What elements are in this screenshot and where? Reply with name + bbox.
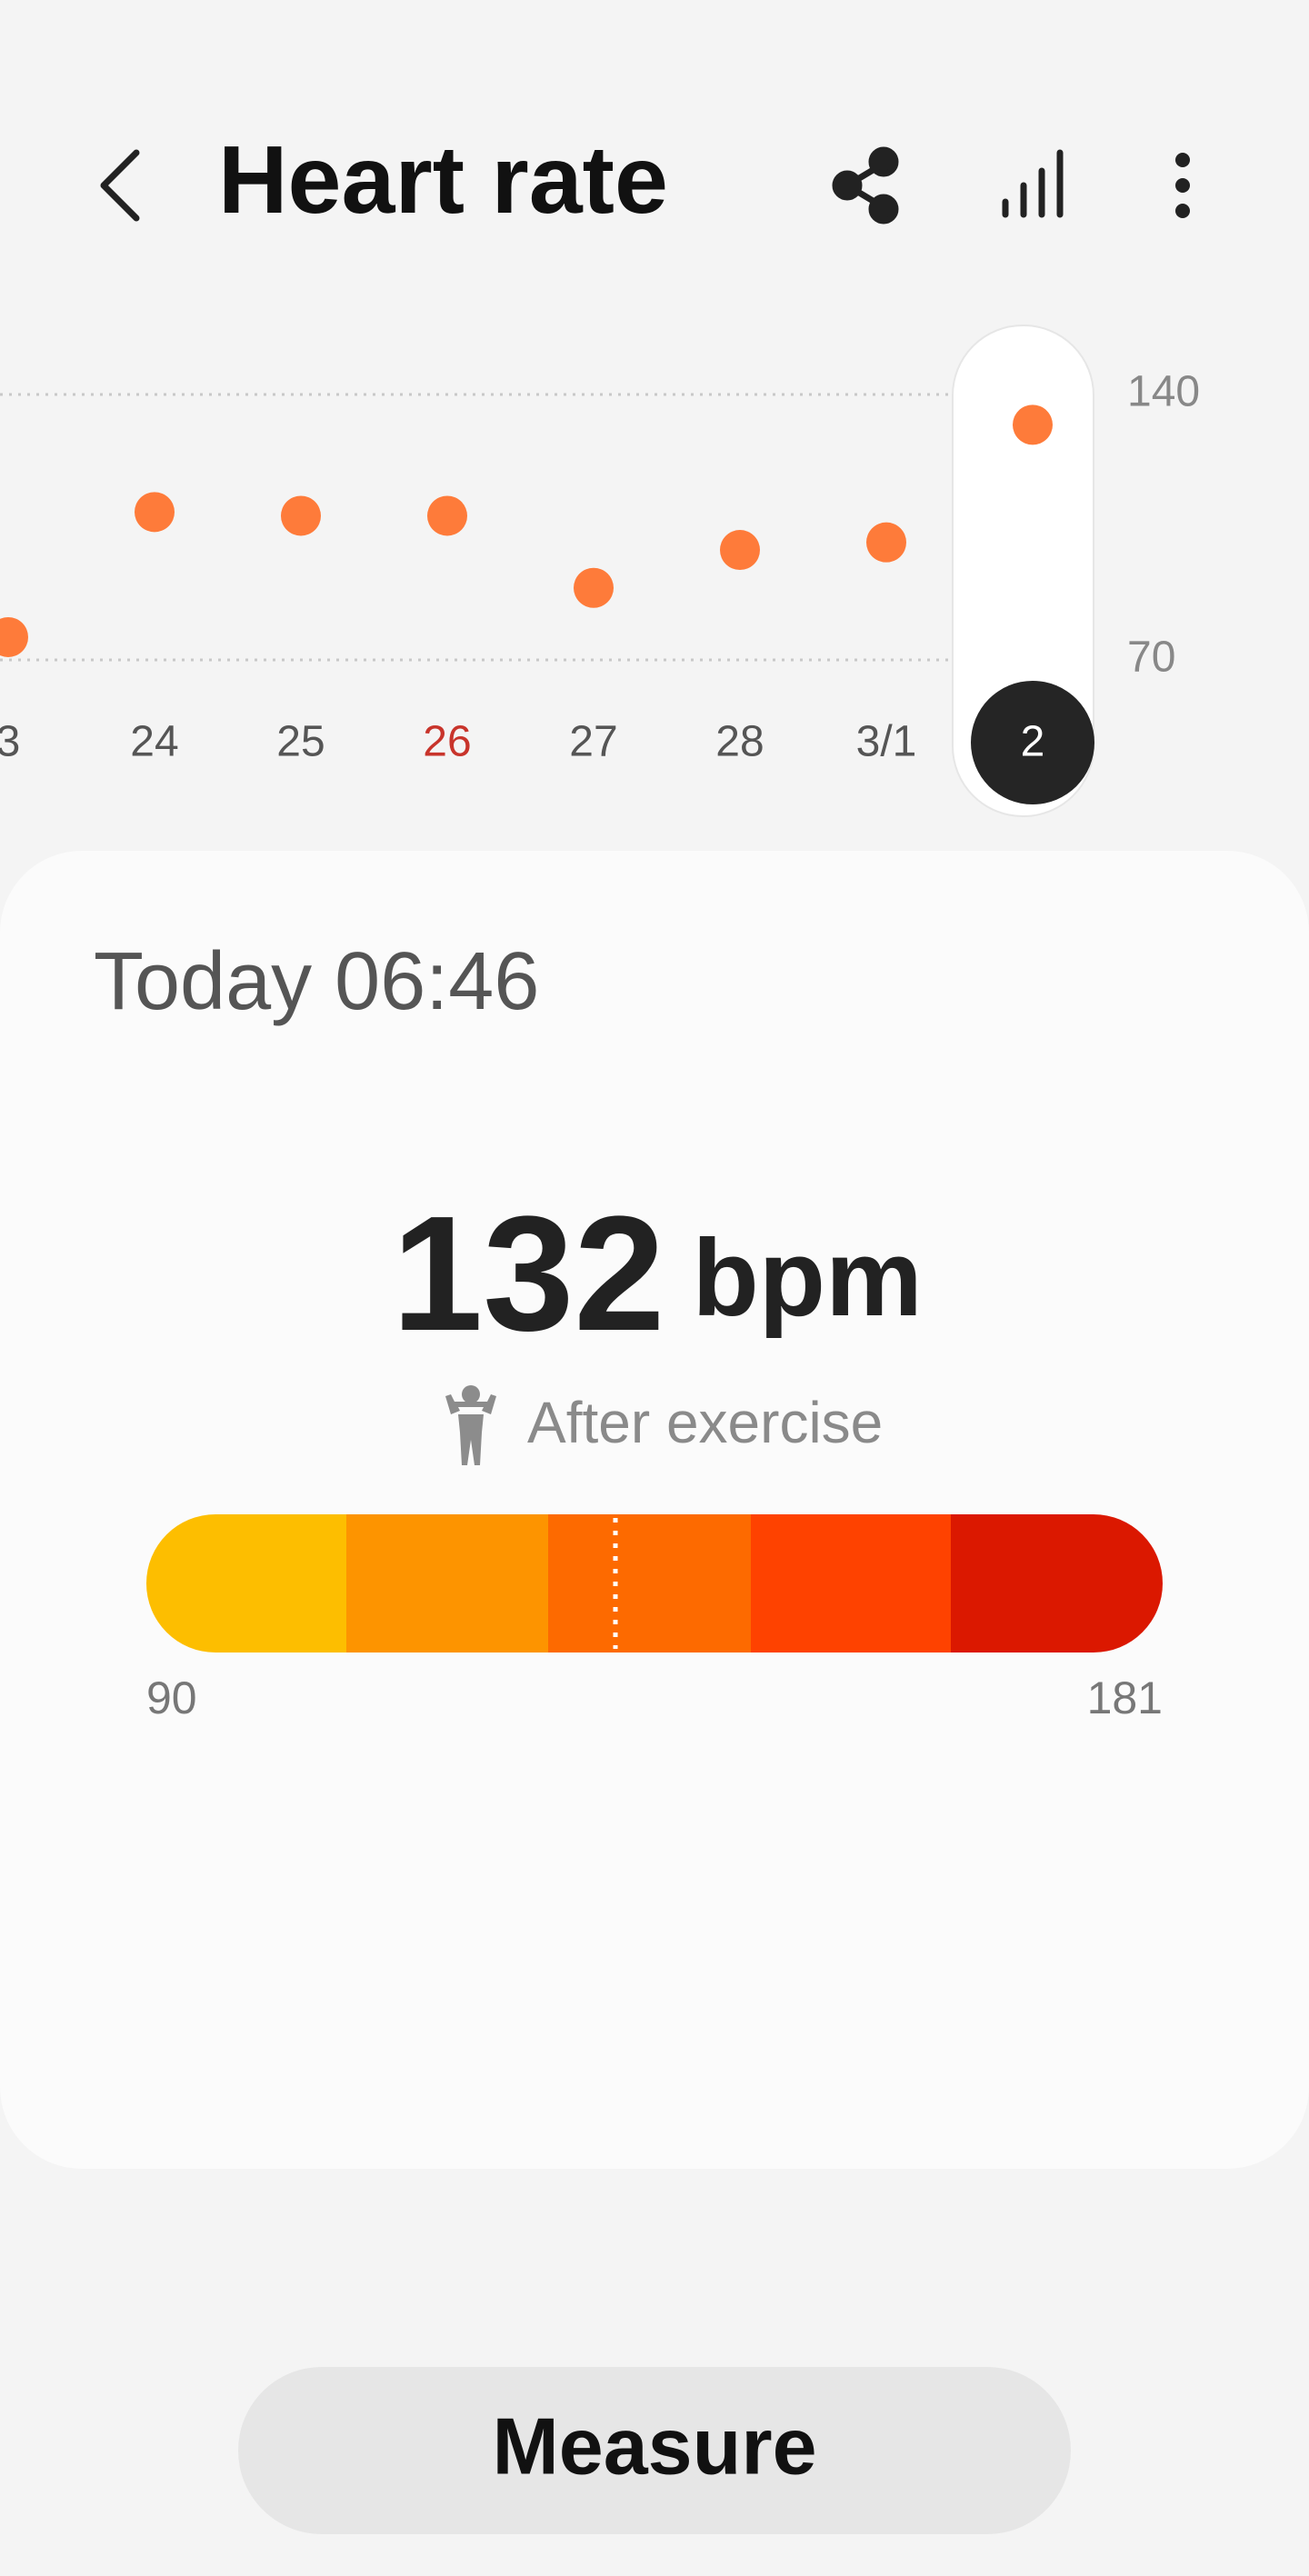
reading-time: Today 06:46 <box>94 936 539 1027</box>
measure-button[interactable] <box>238 2367 1071 2534</box>
range-min: 90 <box>146 1672 197 1723</box>
range-segment <box>346 1514 549 1652</box>
range-segment <box>751 1514 952 1652</box>
x-tick-label: 3 <box>0 718 20 766</box>
page-title: Heart rate <box>218 126 668 234</box>
data-point <box>281 495 321 536</box>
more-button[interactable] <box>1175 153 1190 218</box>
x-tick-label: 24 <box>130 718 178 766</box>
data-point <box>574 567 614 608</box>
reading-value-group: 132 bpm <box>392 1183 923 1365</box>
trends-button[interactable] <box>1002 149 1064 218</box>
range-segment <box>548 1514 752 1652</box>
data-point <box>135 492 175 533</box>
exercise-icon <box>445 1385 496 1465</box>
reading-unit: bpm <box>693 1217 923 1339</box>
share-button[interactable] <box>832 146 899 225</box>
y-tick-label: 70 <box>1127 634 1175 682</box>
data-point <box>1013 404 1053 445</box>
data-point <box>720 530 760 571</box>
x-tick-label: 28 <box>715 718 764 766</box>
chart: 70 140 3 24 25 26 27 28 3/1 2 <box>0 324 1200 817</box>
reading-value: 132 <box>392 1183 664 1365</box>
range-max: 181 <box>1087 1672 1163 1723</box>
x-tick-label: 3/1 <box>856 718 917 766</box>
detail-card <box>0 851 1309 2169</box>
data-point <box>0 616 28 657</box>
x-tick-label: 25 <box>276 718 325 766</box>
measure-label: Measure <box>492 2401 816 2491</box>
data-point <box>866 522 906 563</box>
x-tick-label: 2 <box>1021 718 1045 766</box>
data-point <box>427 495 467 536</box>
range-segment <box>146 1514 347 1652</box>
x-tick-label: 27 <box>569 718 617 766</box>
range-bar <box>146 1514 1163 1652</box>
range-segment <box>951 1514 1163 1652</box>
reading-status: After exercise <box>527 1390 883 1455</box>
back-button[interactable] <box>100 149 140 222</box>
selected-day-marker <box>971 681 1094 804</box>
x-tick-label: 26 <box>423 718 471 766</box>
y-tick-label: 140 <box>1127 368 1200 416</box>
